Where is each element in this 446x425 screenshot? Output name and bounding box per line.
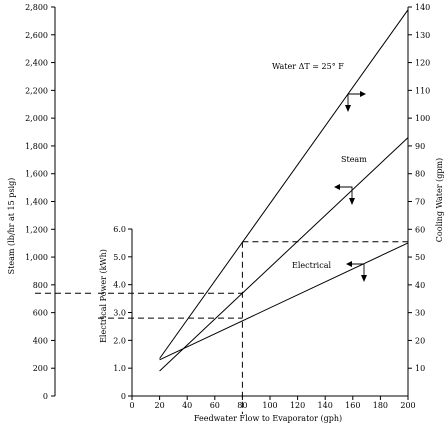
electrical-axis-tick-label: 5.0: [113, 253, 126, 262]
series-label-steam: Steam: [341, 155, 367, 164]
direction-markers: [334, 91, 367, 282]
steam-axis-tick-label: 400: [33, 336, 48, 345]
steam-axis-tick-label: 1,800: [25, 142, 48, 151]
steam-axis-tick-label: 0: [43, 392, 48, 401]
steam-axis-tick-label: 2,800: [25, 3, 48, 12]
steam-axis-tick-label: 200: [33, 364, 48, 373]
marker-stroke: [352, 263, 365, 276]
steam-axis-tick-label: 2,200: [25, 86, 48, 95]
water-axis-tick-label: 90: [415, 142, 425, 151]
water-axis-tick-label: 110: [415, 86, 430, 95]
water-axis-tick-label: 30: [415, 309, 425, 318]
series-line-electrical: [159, 242, 409, 361]
electrical-axis-tick-label: 0: [121, 392, 126, 401]
electrical-axis-title: Electrical Power (kWh): [99, 249, 108, 343]
marker-arrowhead-horizontal: [360, 91, 366, 97]
steam-axis-tick-label: 1,400: [25, 198, 48, 207]
marker-arrowhead-horizontal: [346, 261, 352, 267]
series-line-water: [159, 9, 409, 359]
water-axis-tick-label: 140: [415, 3, 430, 12]
marker-arrowhead-down: [345, 105, 351, 112]
marker-steam: [334, 184, 355, 205]
water-axis-tick-label: 130: [415, 31, 430, 40]
water-axis-tick-label: 10: [415, 364, 425, 373]
x-axis-tick-label: 200: [400, 401, 415, 410]
electrical-axis-tick-label: 4.0: [113, 281, 126, 290]
series-lines: [159, 9, 409, 372]
steam-axis-tick-label: 1,000: [25, 253, 48, 262]
steam-axis-tick-label: 600: [33, 309, 48, 318]
water-axis-tick-label: 100: [415, 114, 430, 123]
marker-stroke: [340, 186, 353, 199]
x-axis-tick-label: 0: [129, 401, 134, 410]
x-axis-tick-label: 100: [262, 401, 277, 410]
water-axis-tick-label: 20: [415, 336, 425, 345]
water-axis-tick-label: 70: [415, 198, 425, 207]
steam-axis-title: Steam (lb/hr at 15 psig): [7, 178, 16, 275]
marker-electrical: [346, 261, 367, 282]
steam-axis-tick-label: 2,400: [25, 59, 48, 68]
x-axis-tick-label: 20: [155, 401, 165, 410]
x-axis-tick-label: 120: [290, 401, 305, 410]
marker-arrowhead-down: [361, 275, 367, 282]
marker-arrowhead-horizontal: [334, 184, 340, 190]
x-axis-tick-label: 160: [345, 401, 360, 410]
water-axis-tick-label: 80: [415, 170, 425, 179]
water-axis-tick-label: 40: [415, 281, 425, 290]
electrical-axis-tick-label: 3.0: [113, 309, 126, 318]
electrical-axis-tick-label: 2.0: [113, 336, 126, 345]
water-axis-tick-label: 120: [415, 59, 430, 68]
steam-axis-tick-label: 2,600: [25, 31, 48, 40]
x-axis-title: Feedwater Flow to Evaporator (gph): [194, 414, 342, 423]
electrical-axis-tick-label: 6.0: [113, 225, 126, 234]
marker-arrowhead-down: [349, 198, 355, 205]
marker-stroke: [347, 93, 360, 106]
chart-axes: 02004006008001,0001,2001,4001,6001,8002,…: [25, 3, 430, 410]
steam-axis-tick-label: 800: [33, 281, 48, 290]
steam-axis-tick-label: 2,000: [25, 114, 48, 123]
water-axis-title: Cooling Water (gpm): [435, 158, 444, 242]
x-axis-tick-label: 60: [210, 401, 220, 410]
water-axis-tick-label: 50: [415, 253, 425, 262]
dashed-guide-lines: [35, 241, 408, 414]
steam-axis-tick-label: 1,200: [25, 225, 48, 234]
marker-water: [345, 91, 366, 112]
water-axis-tick-label: 60: [415, 225, 425, 234]
series-line-steam: [159, 137, 409, 372]
x-axis-tick-label: 140: [318, 401, 333, 410]
steam-axis-tick-label: 1,600: [25, 170, 48, 179]
x-axis-tick-label: 180: [373, 401, 388, 410]
series-label-water: Water ΔT = 25° F: [272, 62, 344, 71]
series-label-electrical: Electrical: [292, 261, 331, 270]
x-axis-tick-label: 40: [182, 401, 192, 410]
electrical-axis-tick-label: 1.0: [113, 364, 126, 373]
